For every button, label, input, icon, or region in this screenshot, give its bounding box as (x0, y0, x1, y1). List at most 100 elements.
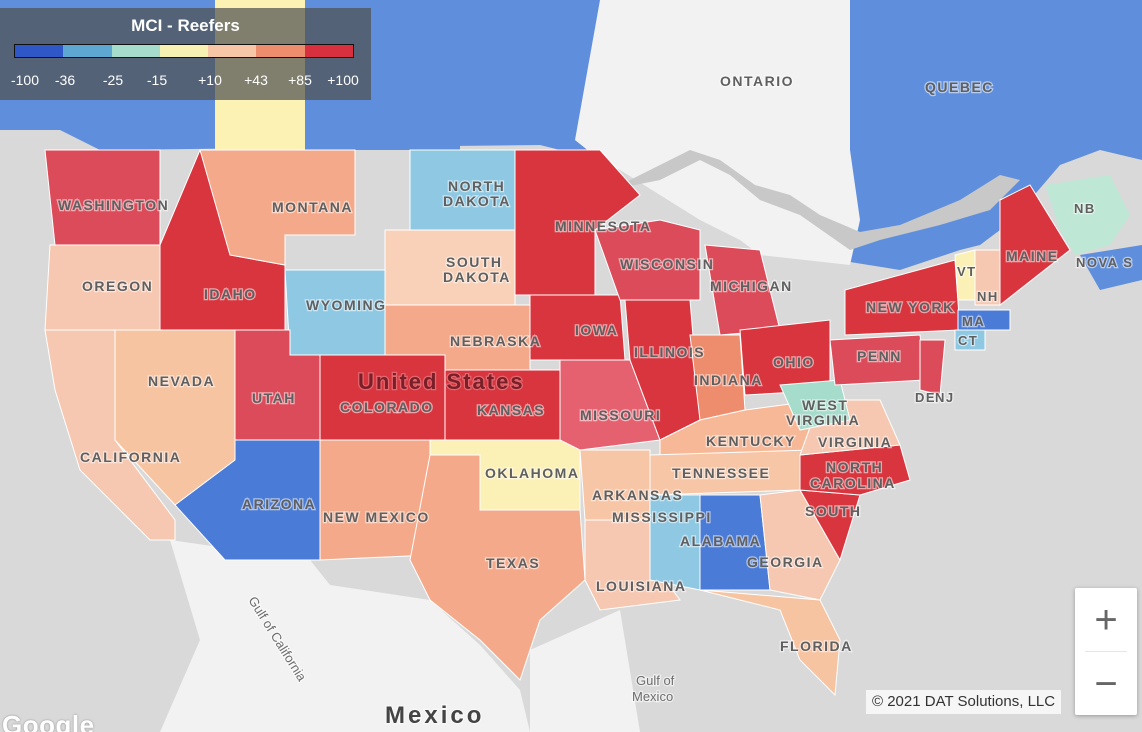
zoom-out-button[interactable]: − (1094, 661, 1118, 706)
legend-tick: +85 (288, 72, 312, 88)
label-penn: PENN (857, 348, 902, 364)
label-nova-scotia: NOVA S (1076, 255, 1133, 270)
label-michigan: MICHIGAN (710, 278, 793, 294)
zoom-control: + − (1075, 588, 1137, 715)
legend-panel: MCI - Reefers -100 -36 -25 -15 +10 +43 +… (0, 8, 371, 100)
label-iowa: IOWA (575, 322, 618, 338)
label-illinois: ILLINOIS (634, 344, 705, 360)
label-west-virginia-1: WEST (802, 397, 848, 413)
legend-tick: +10 (198, 72, 222, 88)
legend-title: MCI - Reefers (131, 16, 240, 35)
nb-region (1045, 175, 1130, 255)
legend-color-bar (14, 44, 354, 58)
label-mississippi: MISSISSIPPI (612, 509, 712, 525)
label-ontario: ONTARIO (720, 73, 794, 89)
label-west-virginia-2: VIRGINIA (786, 412, 860, 428)
legend-swatch-6 (304, 45, 353, 57)
state-connecticut (954, 329, 986, 351)
state-georgia (759, 489, 841, 601)
label-colorado: COLORADO (340, 399, 434, 415)
state-maine (999, 184, 1071, 307)
label-ct: CT (958, 333, 978, 348)
label-nj: NJ (935, 390, 955, 405)
label-arkansas: ARKANSAS (592, 487, 683, 503)
legend-swatch-4 (208, 45, 257, 57)
label-nevada: NEVADA (148, 373, 215, 389)
label-georgia: GEORGIA (747, 554, 824, 570)
label-united-states: United States (358, 369, 525, 394)
label-california: CALIFORNIA (80, 449, 181, 465)
label-alabama: ALABAMA (680, 533, 761, 549)
label-nb: NB (1074, 201, 1096, 216)
mexico-region (160, 540, 530, 732)
label-new-mexico: NEW MEXICO (323, 509, 430, 525)
legend-tick: +43 (244, 72, 268, 88)
state-west-virginia (779, 379, 851, 431)
label-idaho: IDAHO (204, 286, 257, 302)
label-south-dakota-1: SOUTH (446, 254, 503, 270)
legend-swatch-3 (159, 45, 209, 57)
legend-tick: +100 (327, 72, 359, 88)
google-logo: Google (2, 710, 95, 732)
label-north-dakota-2: DAKOTA (443, 193, 511, 209)
state-colorado (319, 354, 446, 441)
label-utah: UTAH (252, 390, 296, 406)
label-kentucky: KENTUCKY (706, 433, 796, 449)
label-south-carolina: SOUTH (805, 503, 862, 519)
state-missouri (559, 359, 661, 451)
label-quebec: QUEBEC (925, 79, 994, 95)
nova-scotia-region (1080, 245, 1142, 290)
label-north-carolina-2: CAROLINA (810, 475, 896, 491)
label-nebraska: NEBRASKA (450, 333, 541, 349)
label-vt: VT (957, 264, 977, 279)
great-lakes (610, 150, 1020, 250)
label-minnesota: MINNESOTA (555, 218, 651, 234)
state-wisconsin (594, 219, 701, 301)
label-missouri: MISSOURI (580, 407, 661, 423)
label-oregon: OREGON (82, 278, 153, 294)
label-washington: WASHINGTON (58, 197, 169, 213)
legend-swatch-5 (256, 45, 305, 57)
label-tennessee: TENNESSEE (672, 465, 770, 481)
label-wyoming: WYOMING (306, 297, 387, 313)
label-mexico: Mexico (385, 702, 484, 729)
label-nh: NH (977, 289, 999, 304)
label-north-carolina-1: NORTH (826, 459, 883, 475)
legend-swatch-0 (15, 45, 64, 57)
legend-tick: -25 (102, 72, 124, 88)
state-massachusetts (957, 309, 1011, 331)
label-new-york: NEW YORK (866, 299, 955, 315)
state-texas (409, 454, 586, 681)
label-texas: TEXAS (486, 555, 540, 571)
label-maine: MAINE (1006, 248, 1059, 264)
legend-tick: -15 (146, 72, 168, 88)
state-florida (699, 589, 841, 697)
state-montana (199, 149, 356, 266)
zoom-in-button[interactable]: + (1094, 597, 1118, 642)
label-north-dakota-1: NORTH (448, 178, 505, 194)
legend-tick: -100 (10, 72, 40, 88)
label-gulf-of-mexico-1: Gulf of (636, 673, 675, 688)
zoom-divider (1085, 651, 1127, 652)
label-ma: MA (962, 314, 985, 329)
label-arizona: ARIZONA (242, 496, 316, 512)
attribution: © 2021 DAT Solutions, LLC (866, 690, 1062, 714)
label-wisconsin: WISCONSIN (620, 256, 714, 272)
label-ohio: OHIO (773, 354, 815, 370)
label-kansas: KANSAS (477, 402, 545, 418)
legend-tick: -36 (54, 72, 76, 88)
label-florida: FLORIDA (780, 638, 853, 654)
label-de: DE (915, 390, 936, 405)
label-south-dakota-2: DAKOTA (443, 269, 511, 285)
label-virginia: VIRGINIA (818, 434, 892, 450)
label-montana: MONTANA (272, 199, 353, 215)
legend-swatch-2 (111, 45, 160, 57)
mexico-east-region (530, 610, 640, 732)
label-indiana: INDIANA (694, 372, 763, 388)
state-new-jersey (919, 339, 946, 396)
label-oklahoma: OKLAHOMA (485, 465, 579, 481)
legend-swatch-1 (63, 45, 112, 57)
label-gulf-of-mexico-2: Mexico (632, 689, 673, 704)
